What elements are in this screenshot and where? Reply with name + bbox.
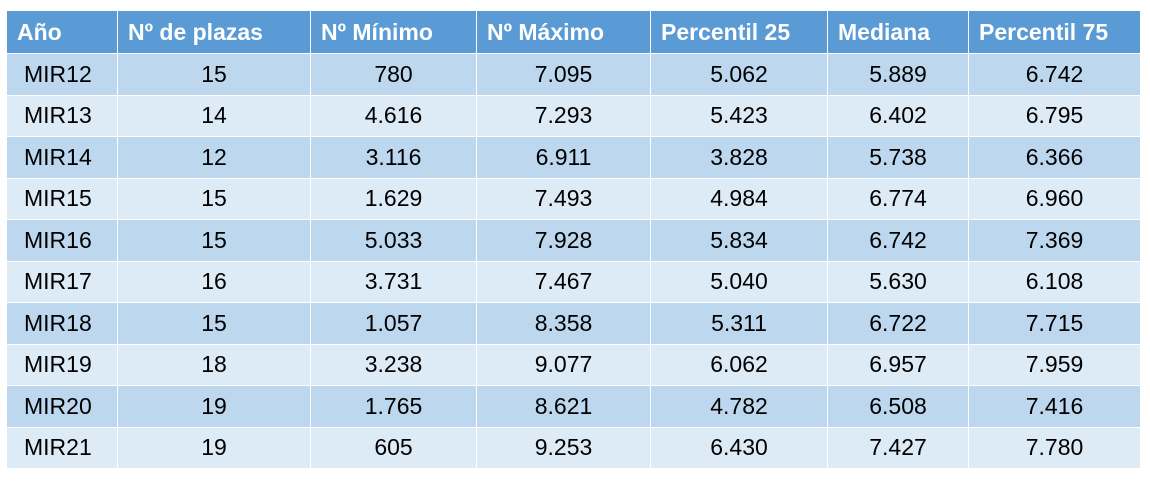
header-cell-places: Nº de plazas bbox=[118, 11, 311, 54]
cell-places: 18 bbox=[118, 344, 311, 386]
cell-places: 14 bbox=[118, 95, 311, 137]
cell-percentile-25: 3.828 bbox=[651, 137, 828, 179]
cell-minimum: 780 bbox=[311, 54, 477, 96]
cell-year: MIR13 bbox=[7, 95, 118, 137]
cell-year: MIR12 bbox=[7, 54, 118, 96]
header-cell-percentile-25: Percentil 25 bbox=[651, 11, 828, 54]
table-row: MIR16 15 5.033 7.928 5.834 6.742 7.369 bbox=[7, 220, 1140, 262]
cell-maximum: 7.928 bbox=[477, 220, 651, 262]
cell-percentile-75: 7.959 bbox=[969, 344, 1140, 386]
cell-places: 12 bbox=[118, 137, 311, 179]
cell-minimum: 3.238 bbox=[311, 344, 477, 386]
cell-median: 5.738 bbox=[828, 137, 969, 179]
cell-percentile-25: 4.984 bbox=[651, 178, 828, 220]
cell-percentile-25: 5.062 bbox=[651, 54, 828, 96]
cell-maximum: 7.293 bbox=[477, 95, 651, 137]
table-header: Año Nº de plazas Nº Mínimo Nº Máximo Per… bbox=[7, 11, 1140, 54]
cell-percentile-75: 6.795 bbox=[969, 95, 1140, 137]
cell-percentile-75: 7.369 bbox=[969, 220, 1140, 262]
table-row: MIR21 19 605 9.253 6.430 7.427 7.780 bbox=[7, 427, 1140, 469]
cell-maximum: 9.077 bbox=[477, 344, 651, 386]
cell-maximum: 8.621 bbox=[477, 386, 651, 428]
cell-median: 5.889 bbox=[828, 54, 969, 96]
header-row: Año Nº de plazas Nº Mínimo Nº Máximo Per… bbox=[7, 11, 1140, 54]
cell-percentile-25: 5.834 bbox=[651, 220, 828, 262]
cell-percentile-75: 7.715 bbox=[969, 303, 1140, 345]
cell-median: 6.722 bbox=[828, 303, 969, 345]
cell-minimum: 1.629 bbox=[311, 178, 477, 220]
table-row: MIR12 15 780 7.095 5.062 5.889 6.742 bbox=[7, 54, 1140, 96]
cell-year: MIR18 bbox=[7, 303, 118, 345]
cell-maximum: 7.493 bbox=[477, 178, 651, 220]
cell-year: MIR15 bbox=[7, 178, 118, 220]
cell-year: MIR21 bbox=[7, 427, 118, 469]
cell-percentile-75: 7.416 bbox=[969, 386, 1140, 428]
table-row: MIR19 18 3.238 9.077 6.062 6.957 7.959 bbox=[7, 344, 1140, 386]
table-row: MIR18 15 1.057 8.358 5.311 6.722 7.715 bbox=[7, 303, 1140, 345]
cell-median: 6.742 bbox=[828, 220, 969, 262]
cell-year: MIR14 bbox=[7, 137, 118, 179]
cell-median: 5.630 bbox=[828, 261, 969, 303]
cell-minimum: 3.731 bbox=[311, 261, 477, 303]
header-cell-minimum: Nº Mínimo bbox=[311, 11, 477, 54]
cell-median: 7.427 bbox=[828, 427, 969, 469]
cell-places: 15 bbox=[118, 303, 311, 345]
cell-median: 6.508 bbox=[828, 386, 969, 428]
cell-places: 15 bbox=[118, 220, 311, 262]
header-cell-maximum: Nº Máximo bbox=[477, 11, 651, 54]
data-table: Año Nº de plazas Nº Mínimo Nº Máximo Per… bbox=[7, 11, 1140, 469]
cell-year: MIR19 bbox=[7, 344, 118, 386]
cell-minimum: 1.765 bbox=[311, 386, 477, 428]
cell-percentile-25: 5.311 bbox=[651, 303, 828, 345]
table-row: MIR14 12 3.116 6.911 3.828 5.738 6.366 bbox=[7, 137, 1140, 179]
cell-maximum: 9.253 bbox=[477, 427, 651, 469]
cell-maximum: 7.467 bbox=[477, 261, 651, 303]
cell-percentile-75: 6.742 bbox=[969, 54, 1140, 96]
cell-percentile-75: 6.108 bbox=[969, 261, 1140, 303]
header-cell-median: Mediana bbox=[828, 11, 969, 54]
cell-percentile-25: 6.062 bbox=[651, 344, 828, 386]
cell-places: 15 bbox=[118, 54, 311, 96]
cell-maximum: 6.911 bbox=[477, 137, 651, 179]
cell-places: 15 bbox=[118, 178, 311, 220]
cell-minimum: 3.116 bbox=[311, 137, 477, 179]
data-table-container: Año Nº de plazas Nº Mínimo Nº Máximo Per… bbox=[7, 11, 1140, 469]
table-row: MIR15 15 1.629 7.493 4.984 6.774 6.960 bbox=[7, 178, 1140, 220]
cell-percentile-25: 5.423 bbox=[651, 95, 828, 137]
table-body: MIR12 15 780 7.095 5.062 5.889 6.742 MIR13 14 4.6… bbox=[7, 54, 1140, 469]
cell-median: 6.402 bbox=[828, 95, 969, 137]
cell-median: 6.957 bbox=[828, 344, 969, 386]
cell-percentile-25: 5.040 bbox=[651, 261, 828, 303]
cell-percentile-25: 6.430 bbox=[651, 427, 828, 469]
cell-minimum: 4.616 bbox=[311, 95, 477, 137]
cell-places: 19 bbox=[118, 427, 311, 469]
cell-percentile-75: 7.780 bbox=[969, 427, 1140, 469]
cell-maximum: 8.358 bbox=[477, 303, 651, 345]
cell-minimum: 605 bbox=[311, 427, 477, 469]
table-row: MIR13 14 4.616 7.293 5.423 6.402 6.795 bbox=[7, 95, 1140, 137]
header-cell-percentile-75: Percentil 75 bbox=[969, 11, 1140, 54]
cell-percentile-25: 4.782 bbox=[651, 386, 828, 428]
cell-year: MIR20 bbox=[7, 386, 118, 428]
cell-maximum: 7.095 bbox=[477, 54, 651, 96]
table-row: MIR17 16 3.731 7.467 5.040 5.630 6.108 bbox=[7, 261, 1140, 303]
cell-minimum: 1.057 bbox=[311, 303, 477, 345]
cell-percentile-75: 6.366 bbox=[969, 137, 1140, 179]
cell-median: 6.774 bbox=[828, 178, 969, 220]
header-cell-year: Año bbox=[7, 11, 118, 54]
cell-year: MIR16 bbox=[7, 220, 118, 262]
cell-places: 16 bbox=[118, 261, 311, 303]
cell-places: 19 bbox=[118, 386, 311, 428]
cell-minimum: 5.033 bbox=[311, 220, 477, 262]
cell-year: MIR17 bbox=[7, 261, 118, 303]
cell-percentile-75: 6.960 bbox=[969, 178, 1140, 220]
table-row: MIR20 19 1.765 8.621 4.782 6.508 7.416 bbox=[7, 386, 1140, 428]
